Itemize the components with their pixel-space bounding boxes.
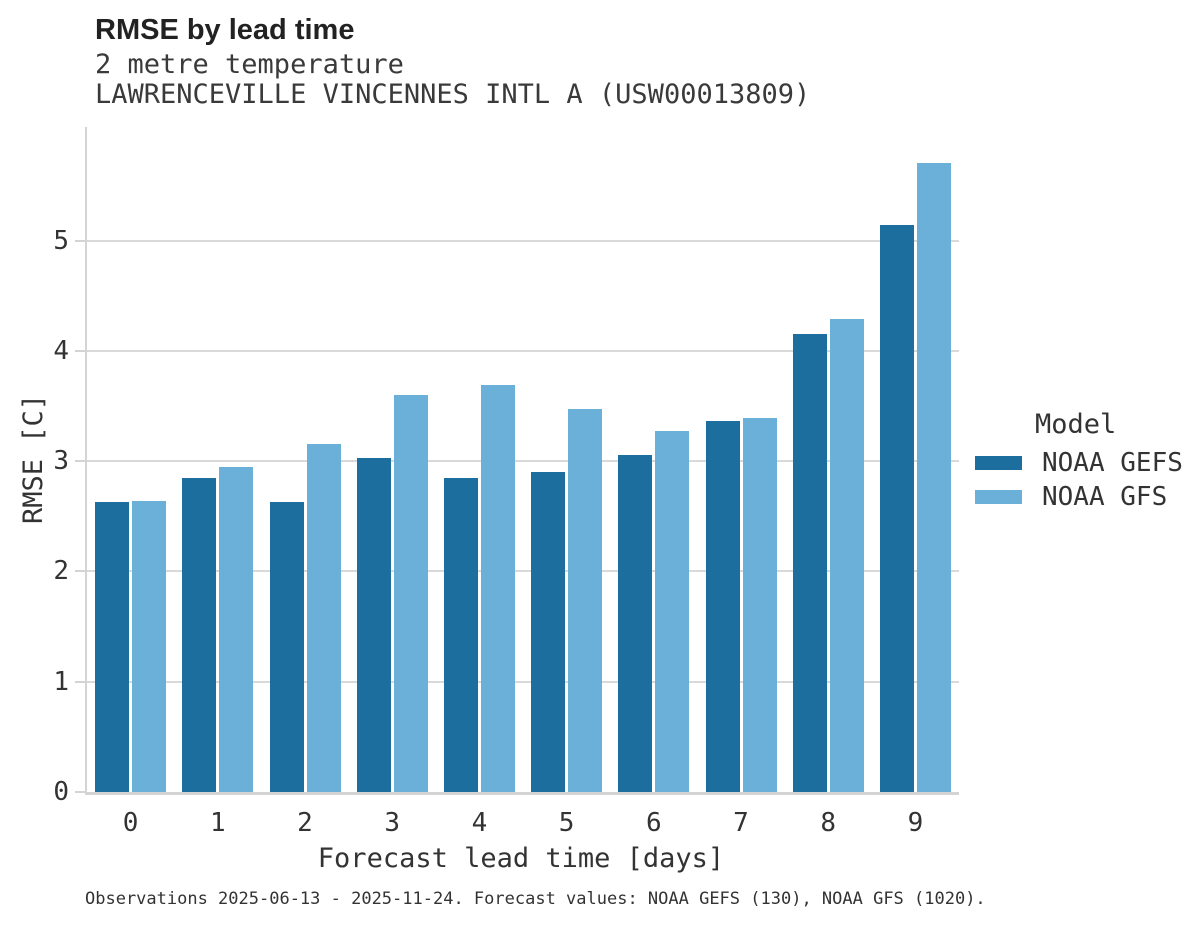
bar-noaa-gfs-day-2: [306, 443, 341, 792]
x-tick-label-3: 3: [384, 808, 401, 838]
y-gridline-1: [87, 680, 959, 683]
bar-noaa-gefs-day-9: [879, 225, 914, 792]
bar-noaa-gefs-day-1: [182, 477, 217, 792]
bar-noaa-gefs-day-7: [705, 421, 740, 792]
y-gridline-2: [87, 570, 959, 573]
bar-noaa-gefs-day-4: [443, 477, 478, 792]
y-tick-4: [75, 349, 85, 352]
x-axis-title: Forecast lead time [days]: [317, 843, 725, 874]
x-tick-label-4: 4: [471, 808, 488, 838]
bar-noaa-gfs-day-8: [829, 318, 864, 792]
caption: Observations 2025-06-13 - 2025-11-24. Fo…: [85, 889, 986, 909]
y-tick-label-1: 1: [53, 666, 69, 697]
bar-noaa-gefs-day-8: [792, 334, 827, 792]
y-tick-5: [75, 239, 85, 242]
bar-noaa-gfs-day-4: [480, 385, 515, 792]
plot-area: 0 1 2 3 4 5 0 1 2 3 4 5 6 7 8 9: [53, 127, 959, 838]
y-tick-label-5: 5: [53, 225, 69, 256]
legend-item-noaa-gefs: NOAA GEFS: [975, 448, 1183, 478]
y-tick-2: [75, 570, 85, 573]
legend-title: Model: [1035, 409, 1117, 440]
bar-noaa-gefs-day-6: [618, 454, 653, 792]
y-gridline-4: [87, 349, 959, 352]
bar-noaa-gfs-day-7: [742, 418, 777, 792]
y-tick-1: [75, 680, 85, 683]
legend-label-noaa-gfs: NOAA GFS: [1042, 482, 1168, 512]
x-tick-label-6: 6: [645, 808, 662, 838]
y-tick-0: [75, 791, 85, 793]
y-tick-label-0: 0: [53, 777, 69, 807]
legend: Model NOAA GEFS NOAA GFS: [975, 408, 1183, 516]
bar-noaa-gfs-day-1: [219, 466, 254, 792]
bar-noaa-gfs-day-3: [393, 395, 428, 792]
y-tick-label-3: 3: [53, 446, 69, 477]
y-tick-3: [75, 460, 85, 463]
x-tick-label-7: 7: [733, 808, 749, 838]
legend-swatch-noaa-gfs: [975, 490, 1022, 504]
bar-noaa-gfs-day-9: [916, 163, 951, 792]
x-tick-label-9: 9: [907, 808, 924, 838]
bar-noaa-gefs-day-0: [95, 501, 130, 792]
legend-label-noaa-gefs: NOAA GEFS: [1042, 448, 1183, 478]
x-tick-label-5: 5: [558, 808, 575, 838]
bar-noaa-gefs-day-2: [269, 501, 304, 792]
bar-noaa-gefs-day-3: [356, 457, 391, 792]
y-gridline-5: [87, 239, 959, 242]
x-tick-label-2: 2: [297, 808, 313, 838]
chart-subtitle-station: LAWRENCEVILLE VINCENNES INTL A (USW00013…: [95, 79, 811, 110]
chart-title: RMSE by lead time: [95, 14, 355, 46]
x-tick-label-0: 0: [122, 808, 139, 838]
y-gridline-3: [87, 460, 959, 463]
x-tick-label-1: 1: [209, 808, 226, 838]
bar-noaa-gfs-day-5: [568, 409, 603, 792]
bar-noaa-gfs-day-0: [132, 500, 167, 792]
legend-swatch-noaa-gefs: [975, 456, 1022, 470]
bar-noaa-gfs-day-6: [655, 431, 690, 792]
x-tick-label-8: 8: [820, 808, 837, 838]
y-tick-label-2: 2: [53, 556, 69, 587]
chart-subtitle-variable: 2 metre temperature: [95, 49, 404, 80]
y-tick-label-4: 4: [53, 335, 69, 366]
legend-item-noaa-gfs: NOAA GFS: [975, 482, 1183, 512]
bar-noaa-gefs-day-5: [531, 472, 566, 792]
